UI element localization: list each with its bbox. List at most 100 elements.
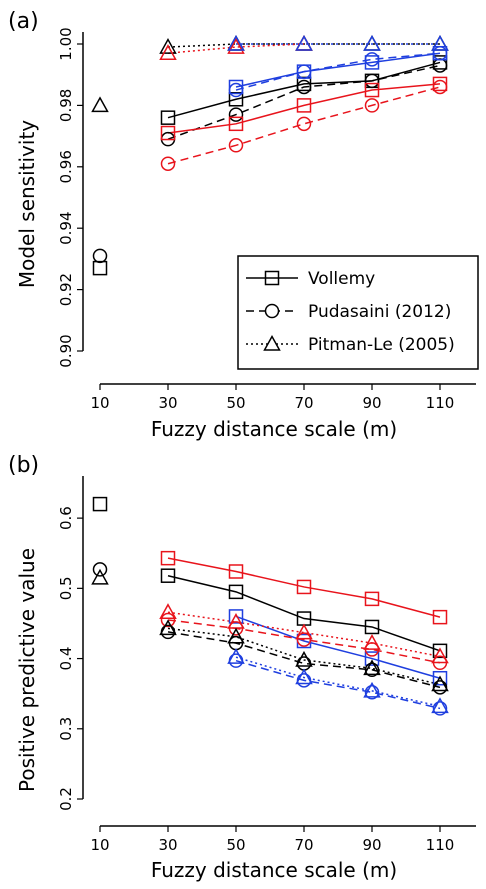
panel-b-data-point: [159, 603, 177, 619]
panel-b-x-tick-label: 10: [90, 836, 109, 854]
panel-a-axes: 0.90 0.92 0.94 0.96 0.98 1.00 10 30 50 70 90 110: [57, 27, 476, 412]
panel-a-y-tick-label: 0.98: [57, 89, 75, 122]
panel-a-data-point: [160, 110, 176, 125]
panel-b-x-tick-label: 50: [226, 836, 245, 854]
panel-b-data-point-10m: [92, 496, 108, 512]
panel-b-series-line: [235, 656, 441, 708]
panel-b-y-axis-label: Positive predictive value: [15, 548, 39, 792]
panel-a-series-line: [235, 52, 441, 88]
panel-a-data-point: [432, 45, 448, 61]
panel-a-data-point: [364, 52, 380, 67]
panel-a-x-axis-label: Fuzzy distance scale (m): [151, 417, 397, 441]
panel-b-data-point: [160, 612, 176, 628]
panel-b-data-point: [296, 579, 312, 595]
panel-a-y-axis-label: Model sensitivity: [15, 120, 39, 288]
panel-a-data-point: [431, 34, 449, 51]
panel-a-data-point: [364, 98, 380, 113]
panel-a-data-point-10m: [92, 260, 108, 276]
panel-a-data-point: [228, 116, 244, 132]
legend-marker-triangle: [263, 334, 281, 351]
panel-b-data-point: [432, 609, 448, 625]
panel-a-series-line: [167, 86, 441, 165]
panel-a-data-point: [159, 38, 177, 54]
panel-a-data-point: [296, 79, 312, 95]
panel-a-data-point: [160, 125, 176, 141]
panel-a-data-point: [296, 116, 312, 132]
panel-b-data-point: [364, 651, 380, 666]
panel-a-series-line: [235, 52, 441, 91]
panel-a-data-point: [228, 138, 244, 153]
panel-b-x-tick-label: 30: [158, 836, 177, 854]
panel-b-ppv-chart: (b) Positive predictive value Fuzzy dist…: [8, 453, 476, 882]
panel-b-data-point: [364, 619, 380, 635]
panel-a-data-point: [364, 73, 380, 89]
panel-b-data-point: [295, 623, 313, 640]
panel-a-data-point: [296, 98, 312, 113]
panel-a-data-point: [227, 34, 245, 51]
panel-a-data-point-10m: [92, 248, 108, 264]
panel-a-data-point: [160, 156, 176, 171]
panel-b-label: (b): [8, 453, 39, 478]
panel-b-series-line: [167, 619, 441, 664]
panel-b-series-line: [167, 611, 441, 658]
panel-a-y-tick-label: 0.94: [57, 211, 75, 244]
legend-label-pitman-le: Pitman-Le (2005): [308, 335, 455, 355]
panel-a-data-point: [295, 34, 313, 51]
panel-a-series-line: [167, 64, 441, 140]
panel-b-data-point-10m: [92, 562, 108, 577]
panel-a-data-point: [227, 38, 245, 54]
panel-b-series-line: [167, 574, 441, 652]
panel-a-y-tick-label: 0.90: [57, 334, 75, 367]
panel-a-y-tick-label: 0.96: [57, 150, 75, 183]
panel-a-series-line: [167, 61, 441, 119]
panel-b-data-point: [432, 670, 448, 686]
panel-b-data-marks: [91, 496, 449, 716]
panel-a-y-tick-label: 1.00: [57, 27, 75, 60]
panel-b-data-point-10m: [91, 568, 109, 585]
panel-b-data-point: [228, 609, 244, 624]
panel-b-data-point: [431, 697, 449, 714]
panel-b-series-line: [167, 631, 441, 689]
panel-a-data-point: [432, 79, 448, 95]
panel-b-x-tick-label: 110: [426, 836, 455, 854]
panel-a-data-point: [159, 44, 177, 60]
panel-a-legend: Vollemy Pudasaini (2012) Pitman-Le (2005…: [237, 255, 479, 370]
panel-b-x-tick-label: 70: [294, 836, 313, 854]
panel-a-data-point: [364, 82, 380, 98]
panel-b-data-point: [295, 668, 313, 685]
panel-a-x-tick-label: 70: [294, 394, 313, 412]
panel-b-y-tick-label: 0.3: [57, 717, 75, 741]
panel-b-series-line: [167, 557, 441, 618]
panel-a-data-point: [296, 64, 312, 79]
legend-label-pudasaini: Pudasaini (2012): [308, 302, 451, 322]
panel-b-data-point: [227, 627, 245, 644]
panel-b-data-point: [363, 681, 381, 698]
panel-b-y-tick-label: 0.6: [57, 506, 75, 530]
panel-b-data-point: [296, 632, 312, 647]
panel-b-y-tick-label: 0.4: [57, 647, 75, 671]
panel-a-series-line: [167, 43, 305, 54]
panel-b-data-point: [432, 701, 448, 716]
panel-a-x-tick-label: 110: [426, 394, 455, 412]
panel-b-series-line: [167, 627, 441, 686]
panel-b-data-point: [431, 647, 449, 664]
panel-b-y-tick-label: 0.2: [57, 787, 75, 811]
panel-a-data-point-10m: [91, 96, 109, 113]
panel-a-data-marks: [91, 34, 449, 276]
panel-a-x-tick-label: 30: [158, 394, 177, 412]
panel-b-data-point: [228, 564, 244, 579]
panel-b-series-line: [235, 659, 441, 710]
panel-a-data-point: [228, 107, 244, 122]
panel-a-data-point: [432, 58, 448, 73]
panel-b-data-point: [227, 648, 245, 664]
legend-marker-square: [264, 270, 280, 286]
panel-b-data-point: [431, 675, 449, 692]
panel-a-data-point: [228, 82, 244, 98]
panel-b-data-point: [228, 584, 244, 600]
panel-b-y-tick-label: 0.5: [57, 576, 75, 600]
panel-b-data-point: [364, 662, 380, 678]
panel-a-data-point: [363, 34, 381, 51]
panel-b-data-point: [295, 650, 313, 667]
panel-a-y-tick-label: 0.92: [57, 273, 75, 306]
